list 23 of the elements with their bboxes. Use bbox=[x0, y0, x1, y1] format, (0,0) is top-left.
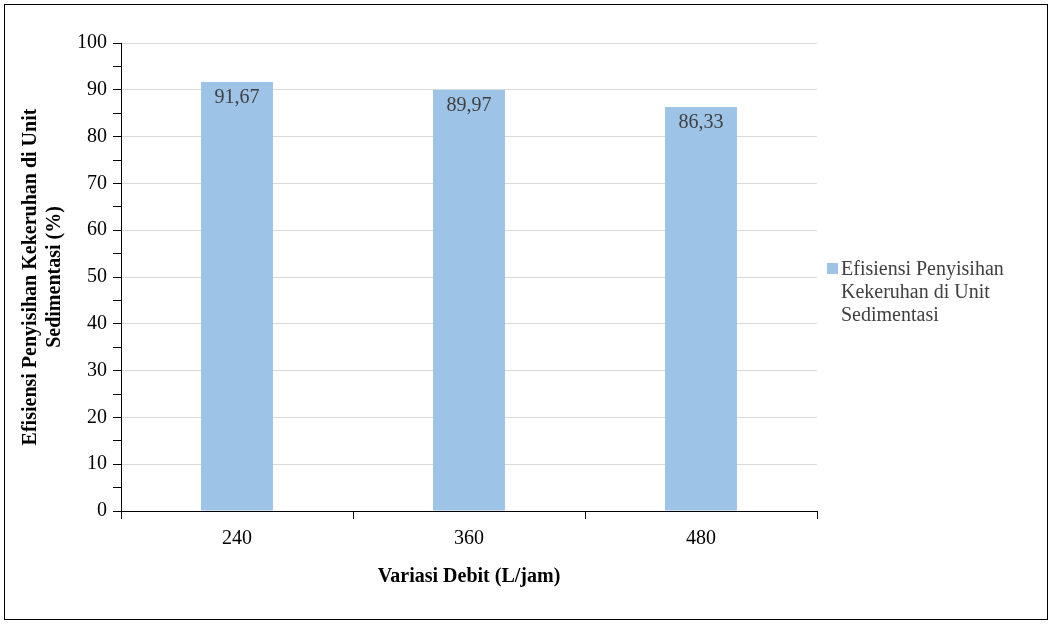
data-label: 89,97 bbox=[446, 93, 492, 116]
y-tick-label: 90 bbox=[87, 77, 107, 100]
x-tick-label: 480 bbox=[686, 526, 716, 549]
data-label: 86,33 bbox=[678, 110, 724, 133]
bar bbox=[433, 89, 505, 511]
y-tick-label: 80 bbox=[87, 123, 107, 146]
y-tick-label: 100 bbox=[77, 30, 107, 53]
bar bbox=[201, 81, 273, 511]
y-axis-title: Efisiensi Penyisihan Kekeruhan di Unit Sedimentasi (%) bbox=[18, 108, 66, 446]
y-tick-label: 40 bbox=[87, 311, 107, 334]
x-tick-label: 360 bbox=[454, 526, 484, 549]
y-tick-label: 20 bbox=[87, 404, 107, 427]
legend-label: Efisiensi Penyisihan Kekeruhan di Unit Sedimentasi bbox=[841, 257, 1005, 326]
x-axis-title: Variasi Debit (L/jam) bbox=[377, 564, 561, 588]
x-tick-label: 240 bbox=[222, 526, 252, 549]
y-tick-label: 10 bbox=[87, 451, 107, 474]
y-tick-label: 70 bbox=[87, 170, 107, 193]
y-tick-label: 60 bbox=[87, 217, 107, 240]
y-tick-label: 30 bbox=[87, 357, 107, 380]
bar bbox=[665, 106, 737, 511]
y-tick-label: 0 bbox=[97, 498, 107, 521]
data-label: 91,67 bbox=[214, 85, 260, 108]
y-tick-label: 50 bbox=[87, 264, 107, 287]
